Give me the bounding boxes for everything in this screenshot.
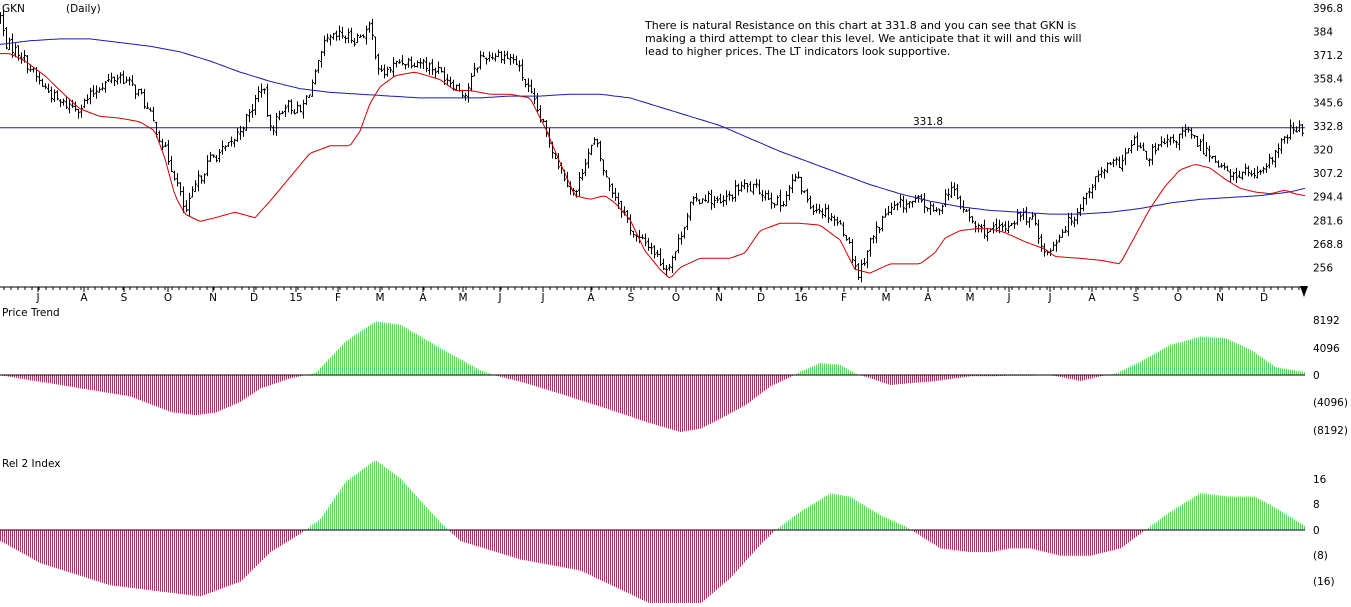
histogram-bars xyxy=(0,460,1305,607)
x-axis-tick-label: M xyxy=(375,292,384,304)
panel-y-tick-label: (8) xyxy=(1313,550,1328,562)
price-y-tick-label: 371.2 xyxy=(1313,50,1343,62)
price-trend-panel: Price Trend 8192 4096 0 (4096) (8192) xyxy=(0,307,1348,437)
x-axis-tick-label: A xyxy=(1088,292,1096,304)
panel-y-tick-label: 8 xyxy=(1313,499,1320,511)
x-axis-tick-label: O xyxy=(672,292,680,304)
short-moving-average-line xyxy=(0,53,1306,279)
price-y-tick-label: 332.8 xyxy=(1313,121,1343,133)
panel-title: Rel 2 Index xyxy=(2,458,60,470)
x-axis-tick-label: N xyxy=(209,292,217,304)
price-y-tick-label: 294.4 xyxy=(1313,192,1343,204)
price-y-tick-label: 307.2 xyxy=(1313,168,1343,180)
histogram-bars xyxy=(0,321,1305,433)
x-axis-tick-label: M xyxy=(965,292,974,304)
price-y-tick-label: 268.8 xyxy=(1313,239,1343,251)
x-axis-tick-label: O xyxy=(1174,292,1182,304)
x-axis-tick-label: F xyxy=(841,292,847,304)
x-axis-tick-label: M xyxy=(881,292,890,304)
x-axis-tick-label: A xyxy=(419,292,427,304)
chart-title: GKN xyxy=(2,3,25,15)
x-axis-tick-label: O xyxy=(164,292,172,304)
panel-y-tick-label: (8192) xyxy=(1313,425,1348,437)
x-axis-tick-label: A xyxy=(924,292,932,304)
x-axis-tick-label: J xyxy=(35,292,39,304)
price-y-tick-label: 256 xyxy=(1313,263,1333,275)
long-moving-average-line xyxy=(0,38,1306,215)
price-panel: GKN (Daily) 396.8 384 371.2 358.4 345.6 332.8 32… xyxy=(0,3,1343,304)
panel-y-tick-label: 16 xyxy=(1313,474,1327,486)
x-axis-tick-label: N xyxy=(1216,292,1224,304)
x-axis-tick-label: M xyxy=(458,292,467,304)
price-y-tick-label: 384 xyxy=(1313,27,1333,39)
x-axis-tick-label: J xyxy=(497,292,501,304)
price-y-tick-label: 396.8 xyxy=(1313,3,1343,15)
price-y-tick-label: 358.4 xyxy=(1313,74,1343,86)
x-axis-tick-label: J xyxy=(1047,292,1051,304)
price-y-tick-label: 320 xyxy=(1313,145,1333,157)
chart-annotation: There is natural Resistance on this char… xyxy=(645,19,1082,58)
panel-y-tick-label: (4096) xyxy=(1313,397,1348,409)
panel-title: Price Trend xyxy=(2,307,60,319)
x-axis-tick-label: F xyxy=(335,292,341,304)
panel-y-tick-label: (16) xyxy=(1313,576,1335,588)
x-axis-tick-label: D xyxy=(757,292,765,304)
price-y-tick-label: 281.6 xyxy=(1313,215,1343,227)
x-axis-tick-label: S xyxy=(121,292,128,304)
x-axis-tick-label: J xyxy=(1006,292,1010,304)
rel-2-index-panel: Rel 2 Index 16 8 0 (8) (16) xyxy=(0,458,1335,607)
resistance-label: 331.8 xyxy=(913,116,943,128)
x-axis-tick-label: A xyxy=(80,292,88,304)
x-axis-tick-label: S xyxy=(628,292,635,304)
panel-y-tick-label: 4096 xyxy=(1313,343,1340,355)
x-axis-tick-label: D xyxy=(250,292,258,304)
x-axis-tick-label: N xyxy=(715,292,723,304)
panel-y-tick-label: 0 xyxy=(1313,370,1320,382)
x-axis-tick-label: D xyxy=(1260,292,1268,304)
x-axis-tick-label: 16 xyxy=(794,292,808,304)
x-axis-tick-label: S xyxy=(1133,292,1140,304)
x-axis-tick-label: 15 xyxy=(289,292,302,304)
x-axis-tick-label: A xyxy=(587,292,595,304)
panel-y-tick-label: 8192 xyxy=(1313,315,1340,327)
price-y-tick-label: 345.6 xyxy=(1313,97,1343,109)
panel-y-tick-label: 0 xyxy=(1313,525,1320,537)
current-date-arrow xyxy=(1300,286,1308,297)
x-axis-tick-label: J xyxy=(540,292,544,304)
chart-subtitle: (Daily) xyxy=(66,3,101,15)
price-bars xyxy=(0,9,1304,283)
